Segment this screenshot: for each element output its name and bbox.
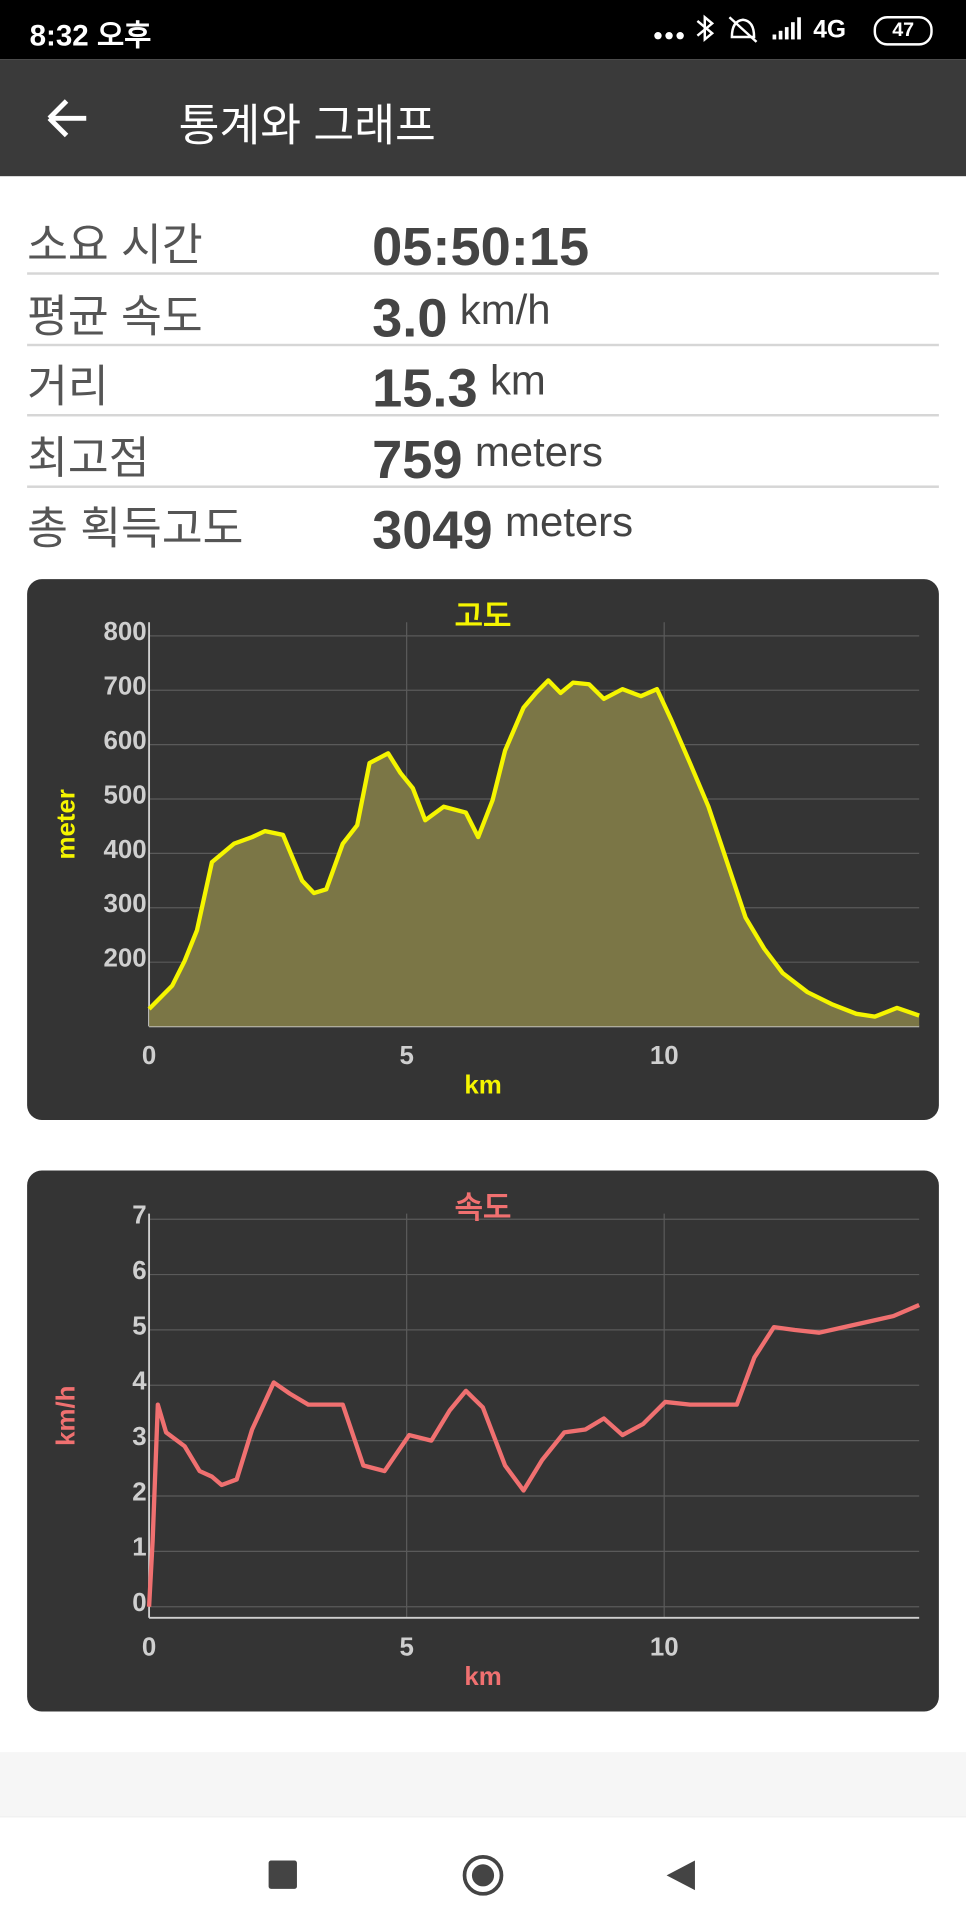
y-tick-label: 800: [103, 618, 146, 646]
chart-title: 속도: [455, 1190, 512, 1225]
chart-title: 고도: [455, 599, 512, 634]
app-bar: 통계와 그래프: [0, 59, 966, 177]
x-tick-label: 0: [142, 1633, 156, 1661]
x-axis-label: km: [464, 1663, 501, 1691]
network-type: 4G: [813, 16, 846, 43]
stat-number: 3.0: [372, 288, 448, 349]
y-tick-label: 500: [103, 781, 146, 809]
status-icons: 4G 47: [654, 14, 933, 46]
nav-buttons: [268, 1854, 695, 1896]
home-button[interactable]: [462, 1854, 504, 1896]
stat-value: 15.3 km: [372, 357, 546, 421]
recents-button[interactable]: [268, 1860, 297, 1889]
stat-unit: meters: [505, 499, 634, 546]
stat-value: 05:50:15: [372, 217, 589, 279]
x-tick-label: 10: [650, 1042, 679, 1070]
back-nav-button[interactable]: [666, 1860, 695, 1891]
stat-number: 05:50:15: [372, 216, 590, 278]
y-tick-label: 1: [132, 1534, 146, 1562]
stat-number: 15.3: [372, 358, 478, 419]
spacer: [0, 1752, 966, 1817]
stat-label: 최고점: [27, 432, 150, 484]
data-line: [147, 678, 920, 1019]
home-dot: [471, 1864, 495, 1887]
stat-number: 3049: [372, 500, 493, 561]
y-tick-label: 5: [132, 1312, 146, 1340]
battery-level: 47: [892, 19, 914, 41]
row-separator: [27, 343, 939, 347]
stat-label: 거리: [27, 361, 109, 412]
y-tick-label: 6: [132, 1257, 146, 1285]
x-tick-label: 0: [142, 1042, 156, 1070]
row-separator: [27, 272, 939, 275]
app-title: 통계와 그래프: [178, 99, 436, 151]
row-separator: [27, 414, 939, 417]
x-tick-label: 5: [399, 1633, 413, 1661]
stat-number: 759: [372, 430, 463, 491]
x-tick-label: 5: [399, 1042, 413, 1070]
status-bar: 8:32 오후 4G 47: [0, 0, 966, 60]
y-tick-label: 0: [132, 1589, 146, 1617]
y-axis-label: meter: [53, 789, 81, 859]
y-tick-label: 400: [103, 836, 146, 864]
stat-value: 3049 meters: [372, 499, 634, 562]
y-tick-label: 600: [103, 727, 146, 755]
stat-unit: km/h: [459, 287, 551, 334]
area-fill: [149, 680, 920, 1027]
x-axis-label: km: [464, 1072, 501, 1100]
status-time: 8:32 오후: [29, 19, 152, 53]
stat-label: 소요 시간: [27, 219, 203, 270]
nav-bar: [0, 1816, 966, 1932]
data-line: [146, 1302, 921, 1607]
row-separator: [27, 485, 939, 488]
stat-value: 3.0 km/h: [372, 287, 551, 350]
stat-value: 759 meters: [372, 428, 603, 492]
charts: 200 300 400 500 600 700 800 0 5 10 고도 km meter 0 1 2 3 4 5…: [27, 579, 939, 1712]
stat-label: 총 획득고도: [27, 502, 244, 554]
x-tick-label: 10: [650, 1633, 679, 1661]
stat-unit: km: [489, 357, 546, 405]
y-tick-label: 200: [103, 945, 146, 973]
y-tick-label: 300: [103, 890, 146, 918]
y-tick-label: 4: [132, 1368, 147, 1396]
back-button[interactable]: [32, 81, 106, 155]
y-tick-label: 2: [132, 1478, 146, 1506]
y-tick-label: 7: [132, 1202, 146, 1230]
y-axis-label: km/h: [53, 1386, 81, 1446]
y-tick-label: 3: [132, 1423, 146, 1451]
stat-unit: meters: [474, 428, 603, 476]
stat-label: 평균 속도: [27, 290, 203, 342]
y-tick-label: 700: [103, 673, 146, 701]
